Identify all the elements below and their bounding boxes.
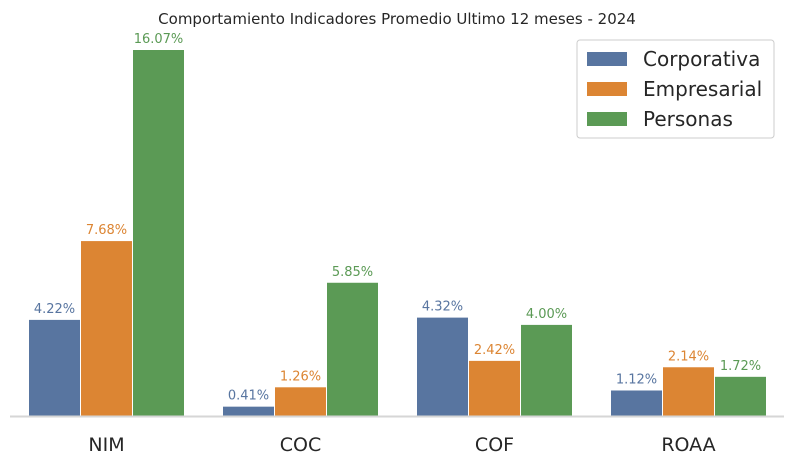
data-label-coc-corporativa: 0.41% — [228, 389, 269, 404]
legend-label-personas: Personas — [643, 107, 733, 131]
data-label-cof-corporativa: 4.32% — [422, 300, 463, 315]
bar-nim-corporativa — [29, 319, 80, 416]
bar-cof-personas — [521, 324, 572, 416]
data-label-nim-empresarial: 7.68% — [86, 223, 127, 238]
category-label-roaa: ROAA — [661, 434, 715, 456]
data-label-cof-empresarial: 2.42% — [474, 343, 515, 358]
data-label-roaa-corporativa: 1.12% — [616, 372, 657, 387]
legend-swatch-personas — [587, 112, 627, 126]
bar-nim-empresarial — [81, 241, 132, 416]
legend-label-empresarial: Empresarial — [643, 77, 762, 101]
category-label-nim: NIM — [88, 434, 124, 456]
data-label-nim-personas: 16.07% — [134, 32, 184, 47]
data-label-cof-personas: 4.00% — [526, 307, 567, 322]
data-label-coc-empresarial: 1.26% — [280, 369, 321, 384]
legend: Corporativa Empresarial Personas — [576, 39, 775, 139]
legend-swatch-corporativa — [587, 52, 627, 66]
data-label-nim-corporativa: 4.22% — [34, 302, 75, 317]
category-label-coc: COC — [280, 434, 322, 456]
bar-roaa-empresarial — [663, 367, 714, 416]
bar-roaa-personas — [715, 376, 766, 416]
bar-cof-empresarial — [469, 360, 520, 416]
data-labels-group: 4.22% 7.68% 16.07% 0.41% 1.26% 5.85% 4.32% 2.42… — [34, 32, 761, 404]
data-label-roaa-empresarial: 2.14% — [668, 349, 709, 364]
data-label-roaa-personas: 1.72% — [720, 359, 761, 374]
bar-roaa-corporativa — [611, 390, 662, 416]
legend-label-corporativa: Corporativa — [643, 47, 760, 71]
bar-coc-personas — [327, 282, 378, 416]
bar-coc-empresarial — [275, 387, 326, 416]
category-label-cof: COF — [475, 434, 514, 456]
chart-title: Comportamiento Indicadores Promedio Ulti… — [158, 10, 636, 28]
bar-coc-corporativa — [223, 406, 274, 416]
legend-swatch-empresarial — [587, 82, 627, 96]
data-label-coc-personas: 5.85% — [332, 265, 373, 280]
bar-nim-personas — [133, 50, 184, 416]
category-labels-group: NIM COC COF ROAA — [88, 434, 715, 456]
bars-group — [29, 50, 766, 416]
bar-cof-corporativa — [417, 317, 468, 416]
